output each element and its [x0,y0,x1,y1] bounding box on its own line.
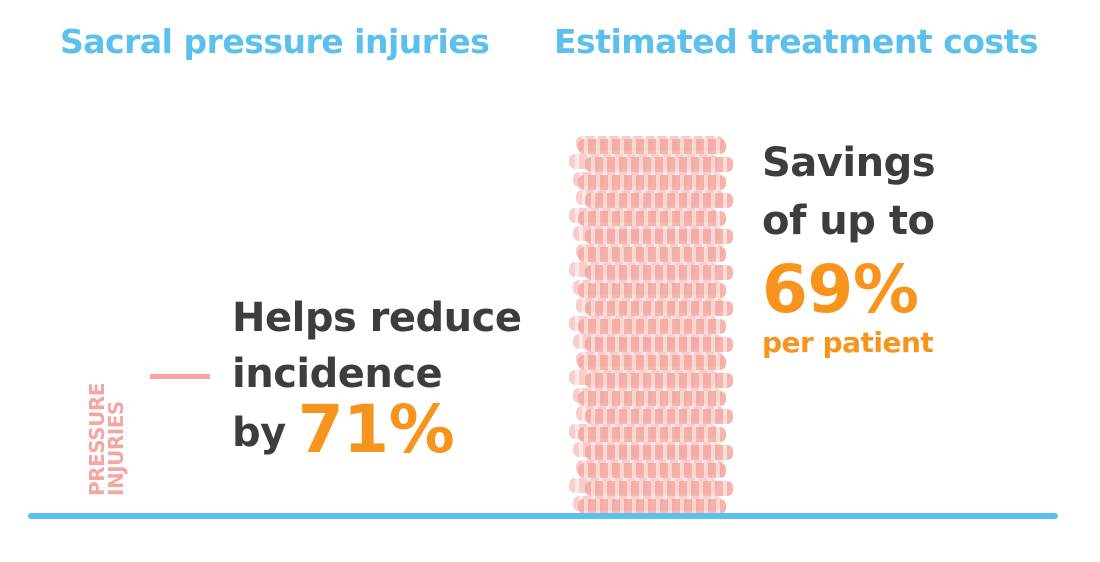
coin [578,139,726,154]
coin [585,373,733,388]
left-claim: Helps reduce incidence by 71% [232,290,522,463]
coin [578,283,726,298]
left-claim-by: by [232,410,286,456]
savings-percentage: 69% [762,251,919,328]
coin [585,229,733,244]
left-claim-line2: incidence [232,351,443,397]
coin [578,247,726,262]
coin [578,427,726,442]
coin-stack-graphic [569,136,733,514]
axis-label-line2: INJURIES [104,401,128,496]
coin [578,463,726,478]
coin [585,481,733,496]
right-claim-line1: Savings [762,140,936,186]
left-claim-line1: Helps reduce [232,295,522,341]
left-claim-line3: by 71% [232,397,522,463]
heading-estimated-treatment-costs: Estimated treatment costs [554,22,1038,61]
coin [585,445,733,460]
coin [585,193,733,208]
per-patient-label: per patient [762,326,934,359]
coin [578,391,726,406]
coin [585,265,733,280]
right-claim: Savings of up to 69% per patient [762,134,936,359]
coin [578,175,726,190]
baseline [28,513,1058,519]
coin [578,319,726,334]
pressure-injuries-marker [150,374,210,379]
coin [585,337,733,352]
coin [585,301,733,316]
coin [578,355,726,370]
pressure-injuries-axis-label: PRESSURE INJURIES [85,383,128,496]
heading-sacral-pressure-injuries: Sacral pressure injuries [60,22,490,61]
reduction-percentage: 71% [297,391,455,468]
coin [585,157,733,172]
coin [578,211,726,226]
coin [585,409,733,424]
right-claim-line2: of up to [762,198,935,244]
coin [578,499,726,514]
